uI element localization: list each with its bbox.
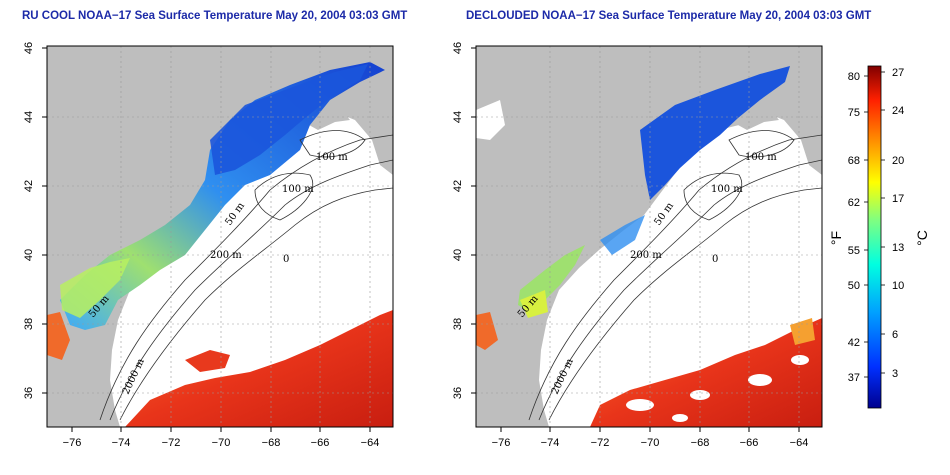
colorbar-f-tick: 50 <box>848 280 860 292</box>
colorbar-gradient <box>867 65 882 409</box>
colorbar: 80 75 68 62 55 50 42 37 27 24 20 17 13 1… <box>828 65 930 409</box>
y-tick-label: 44 <box>452 111 464 123</box>
colorbar-f-tick: 80 <box>848 71 860 83</box>
bathymetry-contours <box>99 130 393 421</box>
contour-label: 100 m <box>316 152 348 163</box>
cape-cod <box>729 108 779 130</box>
colorbar-f-tick: 55 <box>848 245 860 257</box>
colorbar-c-tick: 24 <box>892 105 904 117</box>
gulf-stream-warm <box>125 310 393 427</box>
contour-label: 200 m <box>210 250 242 261</box>
x-tick-label: −64 <box>361 437 380 449</box>
colorbar-c-tick: 17 <box>892 193 904 205</box>
y-tick-label: 38 <box>452 318 464 330</box>
cloud-gaps <box>626 355 809 422</box>
y-tick-label: 44 <box>23 111 35 123</box>
grid-lines <box>476 46 822 427</box>
contour-label: 100 m <box>711 184 743 195</box>
warm-coastal-patch <box>476 312 498 350</box>
gulf-stream-warm <box>590 318 822 427</box>
x-tick-label: −66 <box>740 437 759 449</box>
gulf-of-maine-cold <box>210 64 368 175</box>
y-tick-label: 42 <box>23 180 35 192</box>
y-tick-label: 40 <box>23 249 35 261</box>
cloud-mask <box>476 100 505 140</box>
y-tick-label: 38 <box>23 318 35 330</box>
x-tick-label: −72 <box>162 437 181 449</box>
y-tick-label: 36 <box>23 387 35 399</box>
colorbar-c-tick: 20 <box>892 155 904 167</box>
colorbar-c-tick: 3 <box>892 368 898 380</box>
contour-label: 100 m <box>282 184 314 195</box>
warm-offshore-patch <box>790 318 815 345</box>
colorbar-f-tick: 37 <box>848 372 860 384</box>
x-tick-label: −72 <box>591 437 610 449</box>
contour-label: 100 m <box>745 152 777 163</box>
warm-eddy <box>185 350 230 372</box>
y-tick-label: 42 <box>452 180 464 192</box>
gulf-of-maine-cold <box>640 66 790 200</box>
x-tick-label: −74 <box>541 437 560 449</box>
y-tick-label: 46 <box>23 42 35 54</box>
contour-label: 0 <box>283 254 289 265</box>
bathymetry-contours <box>528 130 822 421</box>
land-mass <box>47 46 393 427</box>
shelf-water-cold <box>60 62 385 330</box>
coastal-warm-patch <box>60 258 130 318</box>
contour-label: 0 <box>712 254 718 265</box>
x-tick-label: −76 <box>492 437 511 449</box>
x-tick-label: −74 <box>112 437 131 449</box>
x-tick-label: −76 <box>63 437 82 449</box>
left-sst-map: 100 m 100 m 50 m 200 m 50 m 2000 m 0 −76… <box>23 42 394 449</box>
map-frame <box>46 45 394 428</box>
x-tick-label: −70 <box>212 437 231 449</box>
left-map-title: RU COOL NOAA−17 Sea Surface Temperature … <box>22 10 408 22</box>
x-tick-label: −68 <box>691 437 710 449</box>
colorbar-f-tick: 68 <box>848 155 860 167</box>
x-tick-label: −64 <box>790 437 809 449</box>
colorbar-c-tick: 10 <box>892 280 904 292</box>
colorbar-f-tick: 42 <box>848 337 860 349</box>
coastal-yellow-patch <box>520 290 548 318</box>
y-tick-label: 46 <box>452 42 464 54</box>
colorbar-c-tick: 13 <box>892 242 904 254</box>
x-tick-label: −68 <box>262 437 281 449</box>
map-frame <box>475 45 823 428</box>
colorbar-f-tick: 62 <box>848 197 860 209</box>
grid-lines <box>47 46 393 427</box>
x-tick-label: −66 <box>311 437 330 449</box>
cape-cod <box>300 108 350 130</box>
right-map-title: DECLOUDED NOAA−17 Sea Surface Temperatur… <box>466 10 872 22</box>
colorbar-f-tick: 75 <box>848 107 860 119</box>
right-sst-map: 100 m 100 m 50 m 200 m 50 m 2000 m 0 −76… <box>452 42 823 449</box>
shelf-water-cold <box>600 215 645 255</box>
colorbar-c-tick: 27 <box>892 67 904 79</box>
x-tick-label: −70 <box>641 437 660 449</box>
colorbar-c-tick: 6 <box>892 329 898 341</box>
contour-label: 200 m <box>630 250 662 261</box>
colorbar-c-label: °C <box>914 230 930 246</box>
colorbar-f-label: °F <box>828 231 844 245</box>
y-tick-label: 36 <box>452 387 464 399</box>
land-mass <box>476 46 822 427</box>
y-tick-label: 40 <box>452 249 464 261</box>
